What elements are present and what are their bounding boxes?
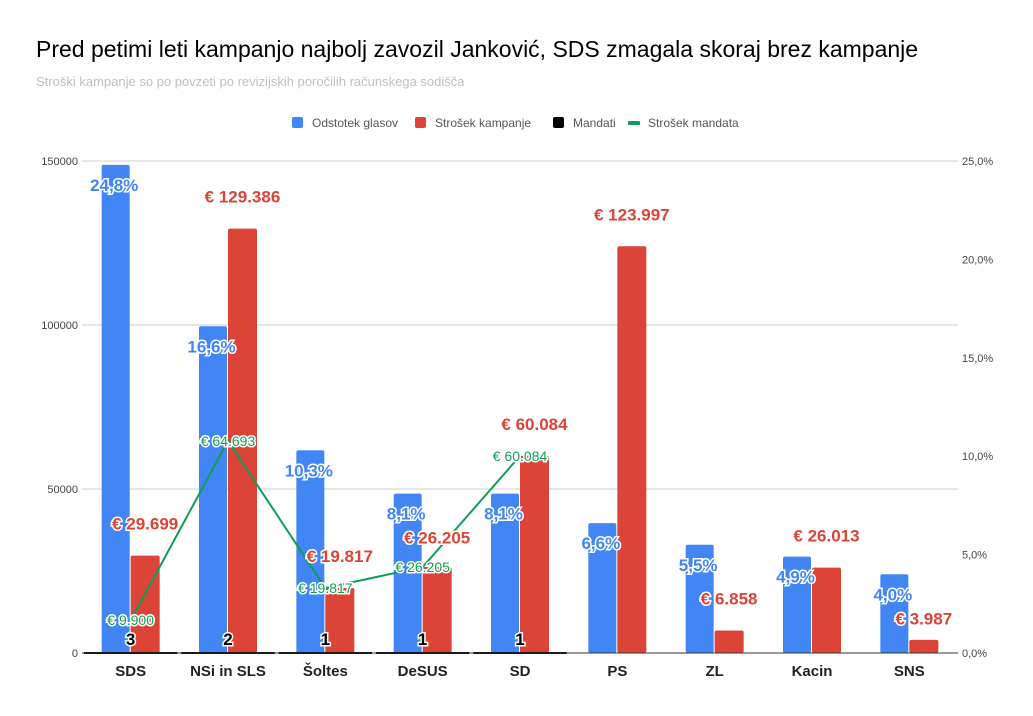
bar-strosek-kampanje <box>325 588 355 653</box>
line-strosek-mandata <box>129 438 521 622</box>
bar-strosek-kampanje <box>422 567 452 653</box>
bar-odstotek-glasov <box>880 574 909 653</box>
category-label: SDS <box>115 663 146 680</box>
data-label-strosek: € 60.084 <box>501 415 568 434</box>
legend-swatch-icon <box>415 117 426 128</box>
category-label: PS <box>607 663 627 680</box>
data-label-mandati: 2 <box>223 630 232 649</box>
category-label: DeSUS <box>398 663 448 680</box>
bar-strosek-kampanje <box>714 630 744 653</box>
data-label-strosek-mandata: € 64.693 <box>201 433 256 449</box>
right-axis-tick: 15,0% <box>962 353 993 365</box>
bar-odstotek-glasov <box>296 450 325 653</box>
left-axis-tick: 150000 <box>41 156 78 168</box>
data-label-strosek: € 26.013 <box>793 527 859 546</box>
left-axis-tick: 50000 <box>47 484 78 496</box>
data-label-odstotek: 4,0% <box>873 585 912 604</box>
data-label-mandati: 1 <box>515 630 524 649</box>
data-label-odstotek: 24,8% <box>90 176 138 195</box>
legend-label: Mandati <box>573 116 616 130</box>
bar-odstotek-glasov <box>685 544 714 653</box>
data-label-odstotek: 16,6% <box>187 337 235 356</box>
data-label-strosek-mandata: € 19.817 <box>298 580 353 596</box>
category-label: NSi in SLS <box>190 663 266 680</box>
legend-swatch-icon <box>553 117 564 128</box>
bar-strosek-kampanje <box>812 567 841 653</box>
data-label-strosek: € 123.997 <box>594 205 670 224</box>
legend-line-icon <box>628 121 640 125</box>
data-label-mandati: 1 <box>418 630 427 649</box>
category-label: ZL <box>706 663 724 680</box>
bar-odstotek-glasov <box>783 556 811 653</box>
data-label-odstotek: 4,9% <box>776 568 815 587</box>
bar-odstotek-glasov <box>588 523 617 653</box>
data-label-odstotek: 8,1% <box>484 505 523 524</box>
data-label-strosek: € 129.386 <box>205 188 281 207</box>
right-axis-tick: 25,0% <box>962 156 993 168</box>
data-label-odstotek: 6,6% <box>581 534 620 553</box>
right-axis-tick: 5,0% <box>962 550 987 562</box>
data-label-mandati: 1 <box>321 630 330 649</box>
bar-strosek-kampanje <box>909 639 939 653</box>
data-label-strosek: € 26.205 <box>404 529 470 548</box>
data-label-strosek: € 6.858 <box>701 590 758 609</box>
category-label: Kacin <box>792 663 833 680</box>
legend-label: Strošek kampanje <box>435 116 531 130</box>
chart-subtitle: Stroški kampanje so po povzeti po revizi… <box>36 74 465 89</box>
data-label-mandati: 3 <box>126 630 135 649</box>
category-label: SD <box>510 663 531 680</box>
bar-strosek-kampanje <box>520 455 549 653</box>
legend-swatch-icon <box>292 117 303 128</box>
bar-odstotek-glasov <box>491 493 519 653</box>
legend-label: Odstotek glasov <box>312 116 398 130</box>
category-label: Šoltes <box>303 662 348 680</box>
bar-odstotek-glasov <box>101 164 130 653</box>
legend-label: Strošek mandata <box>648 116 739 130</box>
data-label-strosek: € 29.699 <box>112 515 178 534</box>
bar-odstotek-glasov <box>199 326 227 653</box>
data-label-strosek: € 3.987 <box>895 609 952 628</box>
data-label-odstotek: 10,3% <box>285 461 333 480</box>
data-label-odstotek: 8,1% <box>387 505 426 524</box>
data-label-strosek-mandata: € 9.900 <box>107 612 154 628</box>
data-label-strosek: € 19.817 <box>307 547 373 566</box>
data-label-strosek-mandata: € 60.084 <box>493 448 548 464</box>
data-label-odstotek: 5,5% <box>679 556 718 575</box>
left-axis-tick: 100000 <box>41 320 78 332</box>
bar-odstotek-glasov <box>393 493 422 653</box>
right-axis-tick: 20,0% <box>962 254 993 266</box>
data-label-strosek-mandata: € 26.205 <box>395 559 450 575</box>
left-axis-tick: 0 <box>72 648 78 660</box>
right-axis-tick: 0,0% <box>962 648 987 660</box>
category-label: SNS <box>894 663 925 680</box>
chart-title: Pred petimi leti kampanjo najbolj zavozi… <box>36 36 919 62</box>
bar-strosek-kampanje <box>228 228 257 653</box>
bar-strosek-kampanje <box>617 246 647 653</box>
right-axis-tick: 10,0% <box>962 451 993 463</box>
